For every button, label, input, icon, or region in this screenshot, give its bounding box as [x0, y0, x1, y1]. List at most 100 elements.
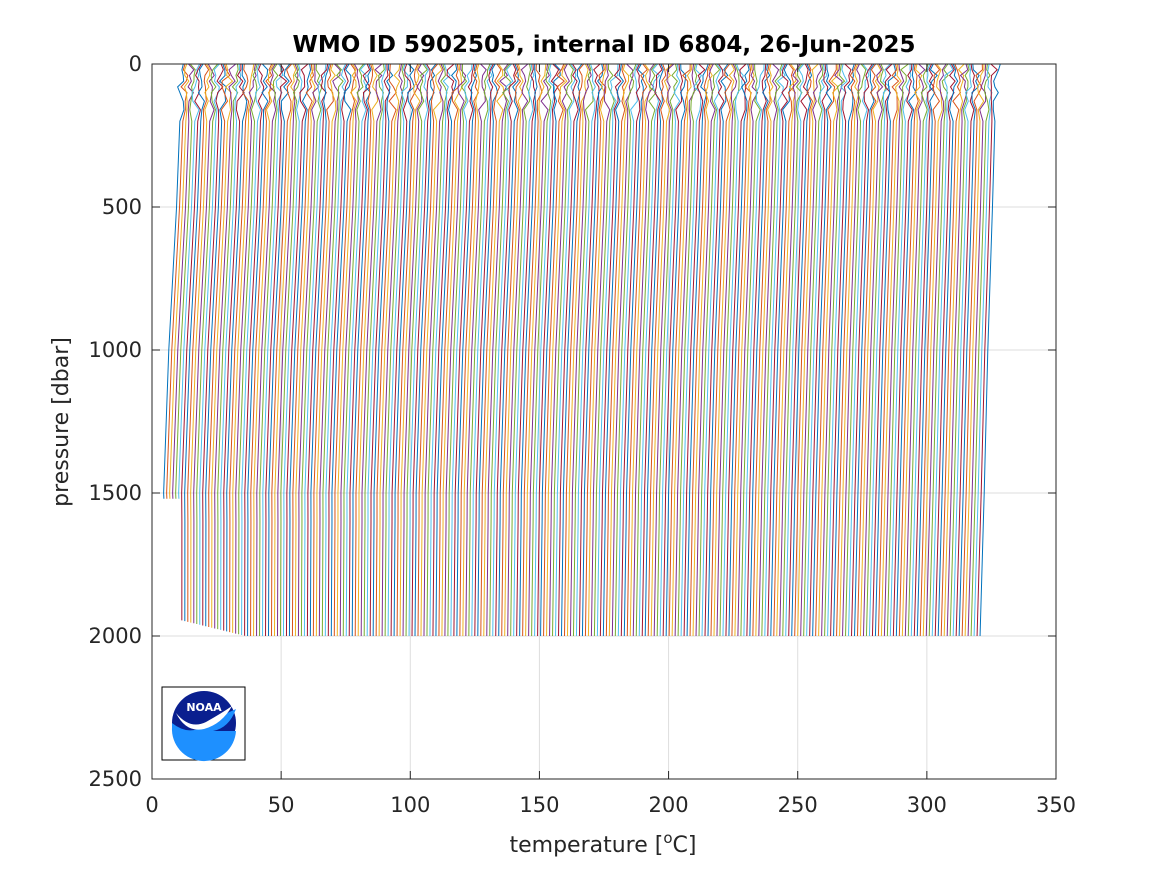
x-tick-label: 200: [649, 793, 689, 817]
profile-line: [590, 63, 611, 637]
profile-line: [387, 63, 409, 637]
y-tick-label: 500: [102, 195, 142, 219]
profile-line: [880, 63, 902, 637]
profile-line: [973, 63, 993, 637]
profile-line: [704, 63, 725, 637]
profile-line: [644, 63, 664, 637]
profile-line: [967, 63, 987, 637]
profile-line: [830, 63, 852, 637]
profile-line: [199, 63, 220, 625]
profile-line: [318, 63, 341, 637]
profile-line: [196, 63, 219, 625]
profile-line: [758, 63, 780, 637]
profile-line: [710, 63, 733, 637]
profile-line: [169, 63, 190, 499]
profile-line: [226, 63, 248, 632]
profile-line: [303, 63, 327, 637]
profile-line: [405, 63, 428, 637]
profile-line: [492, 63, 514, 637]
profile-line: [181, 63, 202, 621]
profile-line: [575, 63, 596, 637]
profile-line: [854, 63, 875, 637]
profile-line: [635, 63, 657, 637]
profile-line: [916, 63, 938, 637]
y-tick-label: 2500: [89, 767, 142, 791]
profile-line: [620, 63, 641, 637]
profile-line: [862, 63, 884, 637]
profile-line: [848, 63, 870, 637]
profile-line: [737, 63, 759, 637]
profile-line: [262, 63, 284, 637]
profile-line: [659, 63, 681, 637]
profile-line: [922, 63, 943, 637]
profile-line: [761, 63, 783, 637]
profile-line: [755, 63, 774, 637]
profile-line: [824, 63, 846, 637]
profile-line: [767, 63, 789, 637]
profile-line: [390, 63, 412, 637]
profile-line: [519, 63, 538, 637]
profile-line: [746, 63, 767, 637]
profile-line: [970, 63, 991, 637]
plot-frame: [151, 63, 1057, 780]
profile-line: [360, 63, 383, 637]
profile-line: [324, 63, 347, 637]
profile-line: [522, 63, 543, 637]
profile-line: [408, 63, 430, 637]
profile-line: [707, 63, 729, 637]
profile-line: [193, 63, 215, 624]
profile-line: [172, 63, 195, 499]
profile-line: [874, 63, 896, 637]
y-tick-label: 1500: [89, 481, 142, 505]
profile-line: [525, 63, 547, 637]
profile-line: [656, 63, 679, 637]
profile-line: [683, 63, 706, 637]
profile-line: [495, 63, 517, 637]
profile-line: [474, 63, 494, 637]
profile-line: [859, 63, 882, 637]
profile-line: [423, 63, 444, 637]
profile-line: [471, 63, 493, 637]
profile-line: [788, 63, 809, 637]
profile-line: [827, 63, 848, 637]
profile-line: [444, 63, 467, 637]
profile-line: [928, 63, 949, 637]
y-tick-label: 1000: [89, 338, 142, 362]
profile-line: [552, 63, 574, 637]
profile-line: [288, 63, 312, 637]
profile-line: [175, 63, 196, 499]
profile-line: [716, 63, 738, 637]
profile-line: [611, 63, 634, 637]
profile-line: [229, 63, 250, 633]
profile-line: [626, 63, 648, 637]
profile-line: [650, 63, 673, 637]
profile-line: [728, 63, 750, 637]
profile-line: [504, 63, 524, 637]
profile-line: [211, 63, 234, 628]
profile-line: [453, 63, 475, 637]
profile-line: [291, 63, 315, 637]
profile-line: [282, 63, 303, 637]
profile-line: [851, 63, 873, 637]
profile-line: [653, 63, 675, 637]
profile-line: [904, 63, 926, 637]
noaa-logo-text: NOAA: [186, 701, 222, 714]
profile-line: [381, 63, 404, 637]
profile-line: [540, 63, 561, 637]
profile-line: [223, 63, 245, 631]
profile-line: [892, 63, 913, 637]
profile-line: [794, 63, 813, 637]
profile-line: [937, 63, 959, 637]
profile-line: [244, 63, 265, 636]
profile-line: [486, 63, 509, 637]
profile-line: [468, 63, 491, 637]
profile-line: [259, 63, 279, 637]
chart-title: WMO ID 5902505, internal ID 6804, 26-Jun…: [292, 32, 915, 58]
profile-line: [877, 63, 900, 637]
profile-line: [845, 63, 867, 637]
profile-line: [279, 63, 300, 637]
profile-line: [465, 63, 487, 637]
profile-line: [510, 63, 532, 637]
profile-line: [483, 63, 505, 637]
profile-line: [336, 63, 357, 637]
